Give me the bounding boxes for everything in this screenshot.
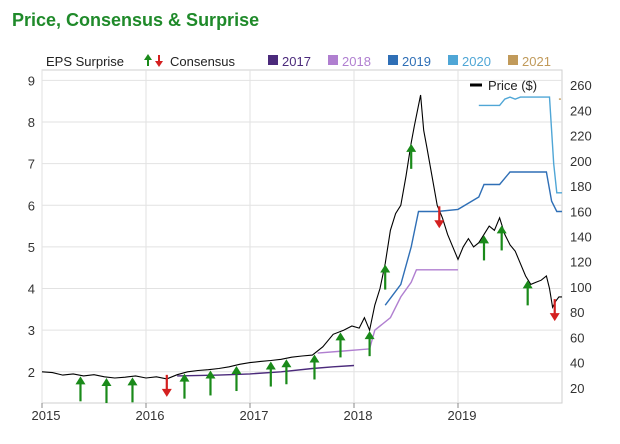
x-tick-label: 2017 (240, 408, 269, 423)
consensus-line-2018 (317, 269, 458, 354)
arrow-head (205, 370, 216, 379)
arrow-head (380, 264, 391, 273)
arrow-head (281, 359, 292, 368)
legend-year-2017: 2017 (282, 54, 311, 69)
legend-year-2021: 2021 (522, 54, 551, 69)
arrow-head (406, 143, 417, 152)
y-right-tick-label: 40 (570, 356, 584, 371)
arrow-head (265, 361, 276, 370)
arrow-head (549, 313, 560, 322)
y-right-tick-label: 220 (570, 129, 592, 144)
legend-swatch-2019 (388, 55, 398, 65)
surprise-up-arrow (205, 370, 216, 396)
legend: EPS Surprise Consensus 2017 2018 2019 2020 202… (46, 54, 551, 93)
x-tick-label: 2015 (32, 408, 61, 423)
surprise-up-arrow (496, 225, 507, 251)
y-left-tick-label: 4 (28, 282, 35, 297)
y-right-tick-label: 240 (570, 103, 592, 118)
y-right-tick-label: 100 (570, 280, 592, 295)
consensus-lines (177, 96, 562, 377)
arrow-head (155, 61, 163, 67)
surprise-down-arrow (549, 299, 560, 322)
arrow-head (101, 378, 112, 387)
y-right-tick-label: 140 (570, 230, 592, 245)
price-line (41, 94, 562, 380)
arrow-head (127, 377, 138, 386)
surprise-up-arrow (364, 331, 375, 357)
arrow-head (335, 332, 346, 341)
y-left-tick-label: 8 (28, 115, 35, 130)
legend-swatch-2021 (508, 55, 518, 65)
consensus-line-2020 (478, 96, 562, 194)
y-left-tick-label: 9 (28, 73, 35, 88)
y-left-tick-label: 5 (28, 240, 35, 255)
y-right-tick-label: 60 (570, 330, 584, 345)
arrow-head (364, 331, 375, 340)
surprise-arrows (75, 143, 560, 404)
arrow-head (434, 220, 445, 229)
arrow-head (496, 225, 507, 234)
y-right-tick-label: 180 (570, 179, 592, 194)
surprise-up-arrow (281, 359, 292, 385)
legend-swatch-2017 (268, 55, 278, 65)
consensus-line-2017 (177, 364, 355, 377)
chart-title: Price, Consensus & Surprise (12, 10, 260, 30)
legend-year-2020: 2020 (462, 54, 491, 69)
legend-consensus: Consensus (170, 54, 236, 69)
surprise-up-arrow (231, 366, 242, 392)
arrow-head (144, 54, 152, 60)
legend-eps-surprise: EPS Surprise (46, 54, 124, 69)
axes: 2 3 4 5 6 7 8 9 20 40 60 80 100 120 140 160 180 200 220 240… (28, 73, 592, 423)
legend-up-arrow-icon (144, 54, 152, 66)
legend-year-2019: 2019 (402, 54, 431, 69)
surprise-up-arrow (265, 361, 276, 387)
x-tick-label: 2016 (136, 408, 165, 423)
grid-lines (41, 69, 563, 404)
surprise-up-arrow (522, 280, 533, 306)
y-right-tick-label: 120 (570, 255, 592, 270)
price-series-line (41, 94, 562, 380)
x-tick-label: 2019 (448, 408, 477, 423)
y-right-tick-label: 200 (570, 154, 592, 169)
y-left-tick-label: 7 (28, 157, 35, 172)
legend-down-arrow-icon (155, 55, 163, 67)
y-left-tick-label: 3 (28, 323, 35, 338)
surprise-down-arrow (161, 374, 172, 397)
consensus-line-2019 (384, 171, 562, 306)
surprise-up-arrow (309, 354, 320, 380)
arrow-head (309, 354, 320, 363)
y-right-tick-label: 80 (570, 305, 584, 320)
surprise-up-arrow (179, 373, 190, 399)
arrow-head (231, 366, 242, 375)
surprise-up-arrow (406, 143, 417, 169)
legend-price: Price ($) (488, 78, 537, 93)
y-right-tick-label: 160 (570, 204, 592, 219)
arrow-head (522, 280, 533, 289)
surprise-up-arrow (101, 378, 112, 404)
arrow-head (161, 388, 172, 397)
y-left-tick-label: 6 (28, 198, 35, 213)
y-right-tick-label: 20 (570, 381, 584, 396)
surprise-up-arrow (75, 376, 86, 402)
arrow-head (179, 373, 190, 382)
legend-year-2018: 2018 (342, 54, 371, 69)
surprise-up-arrow (127, 377, 138, 403)
surprise-up-arrow (479, 235, 489, 261)
y-left-tick-label: 2 (28, 365, 35, 380)
y-right-tick-label: 260 (570, 78, 592, 93)
surprise-up-arrow (380, 264, 391, 290)
legend-swatch-2018 (328, 55, 338, 65)
arrow-head (75, 376, 86, 385)
surprise-down-arrow (434, 206, 445, 229)
x-tick-label: 2018 (344, 408, 373, 423)
surprise-up-arrow (335, 332, 346, 358)
arrow-head (479, 235, 489, 244)
legend-swatch-2020 (448, 55, 458, 65)
